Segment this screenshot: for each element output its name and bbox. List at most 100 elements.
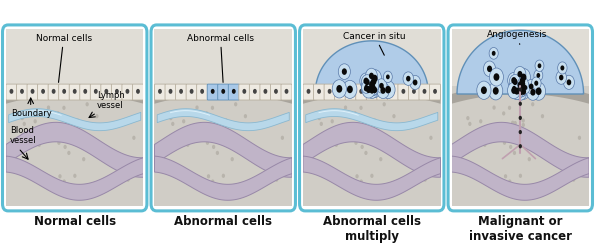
Circle shape [367, 83, 377, 96]
Circle shape [369, 87, 375, 94]
Circle shape [284, 89, 289, 94]
Circle shape [511, 121, 514, 125]
Circle shape [362, 76, 372, 89]
Circle shape [519, 131, 522, 135]
Circle shape [379, 158, 383, 162]
Circle shape [368, 70, 381, 88]
Circle shape [234, 103, 237, 107]
Circle shape [566, 80, 571, 86]
Circle shape [371, 79, 377, 86]
Circle shape [107, 154, 109, 159]
Circle shape [365, 79, 369, 85]
Circle shape [136, 89, 140, 94]
Circle shape [83, 89, 87, 94]
FancyBboxPatch shape [17, 85, 27, 101]
Circle shape [343, 81, 357, 99]
Circle shape [531, 78, 541, 90]
Circle shape [508, 73, 520, 89]
Circle shape [185, 140, 189, 144]
FancyBboxPatch shape [334, 85, 346, 101]
Circle shape [67, 151, 71, 155]
Circle shape [373, 119, 376, 123]
Circle shape [342, 139, 345, 143]
FancyBboxPatch shape [228, 85, 239, 101]
Circle shape [516, 69, 531, 87]
Circle shape [369, 73, 374, 80]
Circle shape [217, 121, 220, 126]
FancyBboxPatch shape [377, 85, 388, 101]
Circle shape [62, 106, 65, 111]
Circle shape [518, 88, 522, 94]
FancyBboxPatch shape [6, 85, 17, 101]
Circle shape [186, 143, 189, 147]
Circle shape [372, 75, 378, 83]
Circle shape [489, 48, 498, 60]
Circle shape [512, 88, 515, 93]
Circle shape [558, 63, 567, 75]
Circle shape [433, 89, 437, 94]
Circle shape [328, 89, 331, 94]
Circle shape [195, 106, 199, 110]
Circle shape [513, 151, 516, 155]
Circle shape [534, 70, 543, 82]
Circle shape [93, 150, 96, 154]
Circle shape [275, 178, 278, 182]
Circle shape [421, 169, 424, 173]
PathPatch shape [9, 109, 141, 131]
Text: Cancer in situ: Cancer in situ [343, 32, 406, 56]
Bar [155, 30, 292, 157]
Circle shape [171, 122, 174, 127]
Circle shape [40, 135, 43, 140]
Circle shape [332, 80, 346, 99]
Circle shape [231, 158, 234, 162]
Circle shape [531, 83, 546, 101]
FancyBboxPatch shape [299, 26, 444, 211]
Circle shape [281, 136, 284, 140]
Circle shape [560, 66, 564, 71]
Circle shape [126, 178, 130, 182]
Circle shape [73, 174, 77, 178]
FancyBboxPatch shape [419, 85, 430, 101]
FancyBboxPatch shape [387, 85, 398, 101]
Circle shape [518, 72, 522, 78]
Circle shape [338, 89, 342, 94]
Circle shape [188, 135, 192, 140]
Circle shape [365, 76, 379, 94]
Circle shape [201, 89, 204, 94]
FancyBboxPatch shape [430, 85, 440, 101]
Circle shape [385, 86, 391, 94]
Circle shape [362, 82, 375, 99]
Circle shape [493, 106, 496, 110]
Circle shape [530, 89, 536, 96]
Circle shape [493, 74, 499, 82]
Circle shape [512, 79, 517, 85]
Circle shape [362, 82, 371, 94]
Circle shape [317, 89, 321, 94]
Circle shape [205, 112, 208, 116]
Circle shape [364, 78, 369, 85]
Circle shape [274, 89, 278, 94]
Circle shape [23, 122, 26, 127]
Circle shape [52, 89, 55, 94]
FancyBboxPatch shape [101, 85, 112, 101]
FancyBboxPatch shape [27, 85, 38, 101]
FancyBboxPatch shape [448, 26, 593, 211]
Circle shape [361, 84, 370, 95]
Circle shape [403, 73, 414, 86]
FancyBboxPatch shape [165, 85, 176, 101]
Circle shape [520, 82, 530, 94]
PathPatch shape [155, 123, 292, 177]
Circle shape [158, 89, 162, 94]
Text: Lymph
vessel: Lymph vessel [97, 90, 124, 110]
FancyBboxPatch shape [271, 85, 281, 101]
Circle shape [362, 121, 366, 125]
Bar [452, 30, 589, 157]
PathPatch shape [157, 109, 289, 131]
FancyBboxPatch shape [367, 85, 377, 101]
Circle shape [519, 78, 525, 85]
Circle shape [514, 88, 519, 95]
Circle shape [540, 142, 543, 146]
Circle shape [206, 141, 209, 145]
Circle shape [320, 122, 323, 127]
Circle shape [95, 115, 99, 119]
